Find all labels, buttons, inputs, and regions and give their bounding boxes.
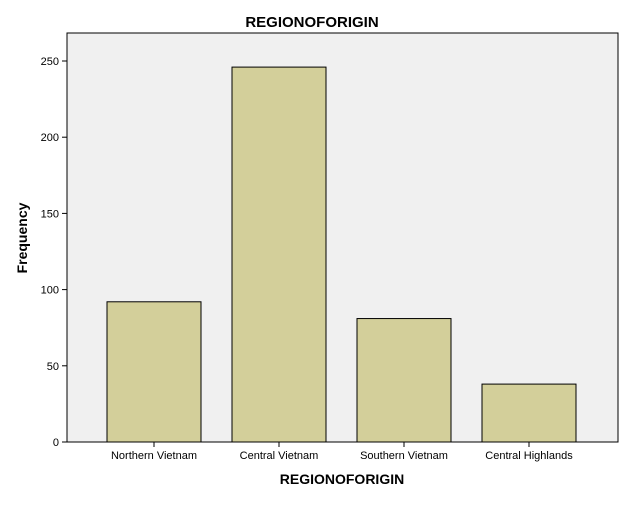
y-tick-label: 50 [47, 361, 59, 373]
x-tick-label: Northern Vietnam [111, 450, 197, 462]
y-axis: 0 50 100 150 200 250 [41, 33, 68, 449]
x-axis-title: REGIONOFORIGIN [280, 471, 404, 487]
x-tick-label: Central Highlands [485, 450, 573, 462]
bar-central-vietnam [231, 66, 327, 443]
y-tick-label: 250 [41, 56, 59, 68]
x-axis: Northern Vietnam Central Vietnam Southern … [111, 442, 573, 462]
y-tick-label: 200 [41, 132, 59, 144]
y-tick-label: 0 [53, 437, 59, 449]
bars-group [106, 66, 577, 443]
x-tick-label: Central Vietnam [240, 450, 319, 462]
bar-southern-vietnam [356, 318, 452, 443]
chart-title: REGIONOFORIGIN [245, 14, 378, 31]
y-axis-title: Frequency [14, 202, 30, 273]
bar-central-highlands [481, 383, 577, 443]
bar-northern-vietnam [106, 301, 202, 443]
y-tick-label: 100 [41, 285, 59, 297]
x-tick-label: Southern Vietnam [360, 450, 448, 462]
y-tick-label: 150 [41, 208, 59, 220]
